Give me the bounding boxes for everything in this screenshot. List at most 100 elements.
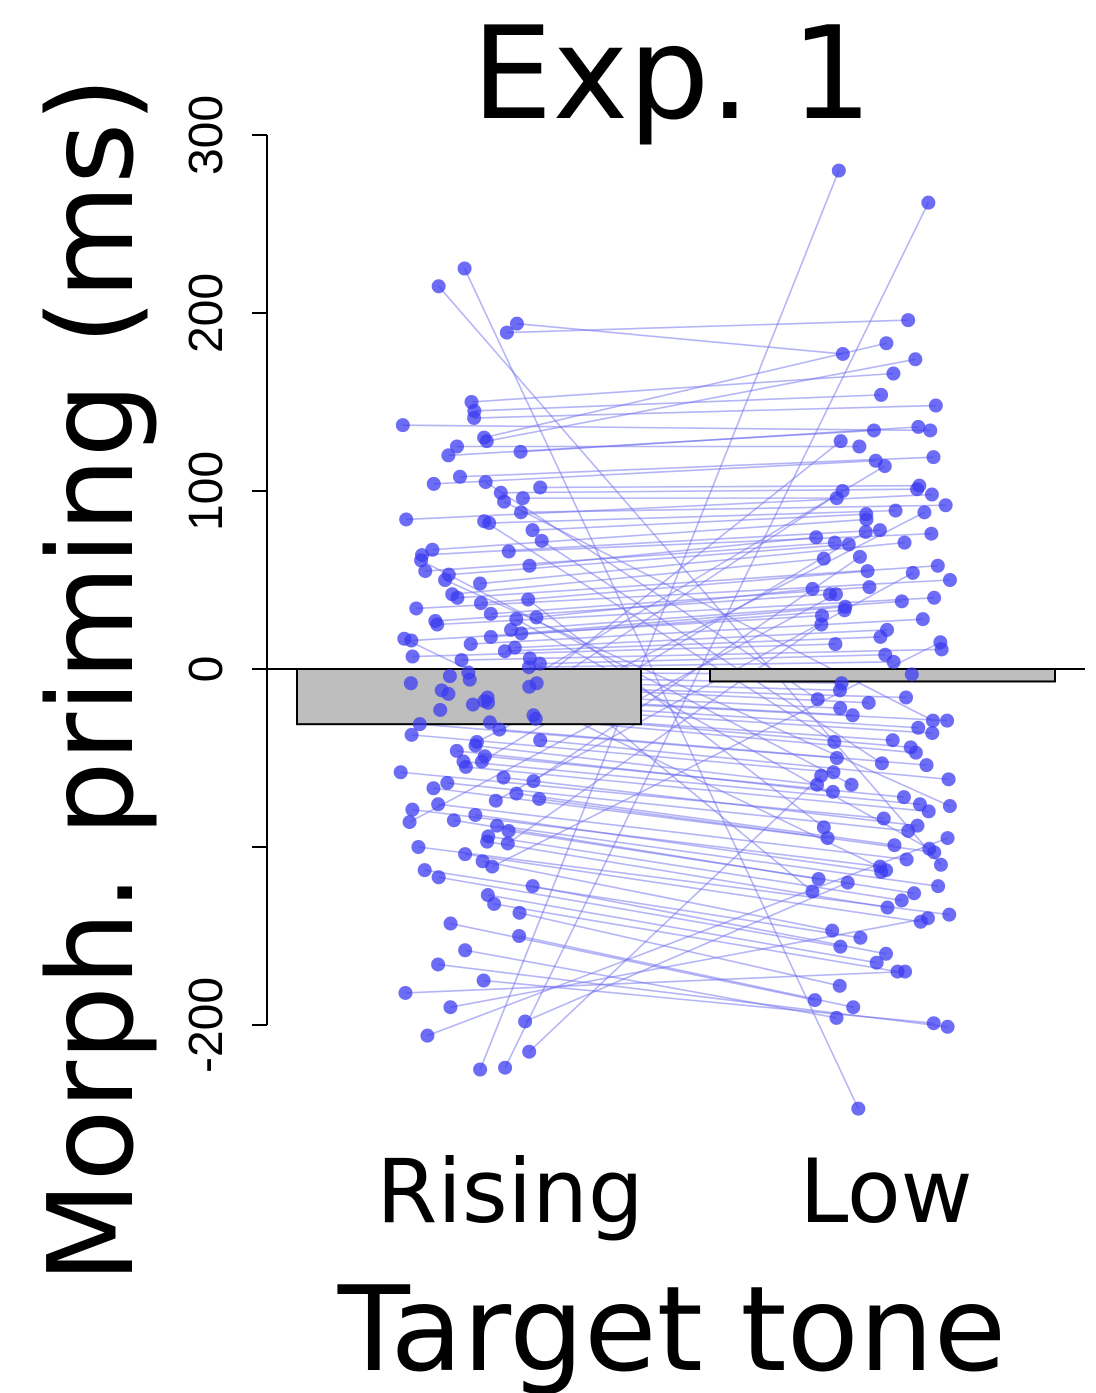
point-low <box>942 573 957 587</box>
point-rising <box>426 781 441 796</box>
point-low <box>928 398 943 413</box>
paired-lines <box>400 170 951 1109</box>
pair-line <box>516 322 843 355</box>
point-rising <box>414 553 429 568</box>
point-low <box>820 831 835 846</box>
point-rising <box>525 879 540 894</box>
point-low <box>915 612 930 627</box>
point-low <box>805 884 820 899</box>
point-low <box>853 930 868 945</box>
point-low <box>925 713 940 728</box>
pair-line <box>519 912 840 987</box>
pair-line <box>528 775 822 1053</box>
point-rising <box>487 896 502 911</box>
point-low <box>911 419 926 434</box>
point-rising <box>458 759 473 774</box>
pair-line <box>482 860 833 932</box>
point-rising <box>458 847 473 862</box>
point-low <box>940 1019 955 1034</box>
point-low <box>894 594 909 609</box>
point-low <box>807 993 822 1008</box>
point-rising <box>481 695 496 710</box>
pair-line <box>474 394 882 412</box>
point-low <box>816 820 831 835</box>
point-rising <box>501 823 516 838</box>
point-low <box>888 503 903 518</box>
pair-line <box>424 869 861 939</box>
point-rising <box>474 754 489 769</box>
point-rising <box>483 629 498 644</box>
point-rising <box>525 523 540 538</box>
point-low <box>826 765 841 780</box>
point-low <box>923 423 938 438</box>
y-tick-label: 300 <box>180 95 233 175</box>
point-rising <box>473 576 488 591</box>
point-rising <box>404 727 419 742</box>
point-rising <box>411 840 426 854</box>
point-low <box>894 893 909 908</box>
point-low <box>879 336 894 351</box>
point-low <box>880 900 895 915</box>
chart-title: Exp. 1 <box>472 0 873 149</box>
point-low <box>828 587 843 602</box>
point-low <box>825 784 840 799</box>
point-low <box>835 346 850 361</box>
point-rising <box>513 505 528 520</box>
point-rising <box>478 475 493 490</box>
point-low <box>827 734 842 749</box>
point-rising <box>509 316 524 331</box>
pair-line <box>527 598 825 829</box>
point-low <box>905 565 920 580</box>
point-rising <box>440 775 455 790</box>
pair-line <box>483 520 835 743</box>
pair-line <box>412 643 836 658</box>
pair-line <box>487 894 877 964</box>
point-rising <box>431 957 446 972</box>
point-rising <box>529 610 544 625</box>
point-low <box>833 939 848 954</box>
point-low <box>921 195 936 210</box>
pair-line <box>447 782 909 832</box>
point-rising <box>479 434 494 449</box>
y-ticks: -200 0 100 200 300 <box>180 95 267 1073</box>
point-low <box>828 637 843 652</box>
point-rising <box>403 676 418 691</box>
point-rising <box>473 1062 488 1077</box>
pair-line <box>474 404 936 419</box>
pair-line <box>479 170 840 1070</box>
point-low <box>942 907 957 922</box>
pair-line <box>448 543 849 576</box>
pair-line <box>487 465 886 704</box>
point-low <box>910 482 925 497</box>
pair-line <box>464 853 921 923</box>
point-low <box>816 551 831 566</box>
pair-line <box>506 319 909 334</box>
point-low <box>924 487 939 502</box>
point-rising <box>441 686 456 701</box>
pair-line <box>438 876 841 948</box>
point-low <box>886 654 901 669</box>
point-low <box>899 852 914 867</box>
y-tick-label: 0 <box>180 656 233 683</box>
point-rising <box>409 601 424 616</box>
point-low <box>852 549 867 564</box>
pair-line <box>438 285 942 866</box>
point-low <box>898 964 913 979</box>
pair-line <box>514 629 888 649</box>
pair-line <box>518 935 854 1008</box>
pair-line <box>507 623 822 845</box>
point-low <box>926 1016 941 1031</box>
point-low <box>844 777 859 792</box>
pair-line <box>511 600 902 631</box>
point-low <box>926 450 941 465</box>
pair-line <box>402 424 931 432</box>
point-low <box>876 811 891 826</box>
point-low <box>852 439 867 454</box>
point-rising <box>426 476 441 491</box>
pair-line <box>486 358 916 442</box>
pair-line <box>521 605 846 635</box>
point-rising <box>433 702 448 717</box>
point-rising <box>443 1000 458 1015</box>
pair-line <box>532 513 867 531</box>
